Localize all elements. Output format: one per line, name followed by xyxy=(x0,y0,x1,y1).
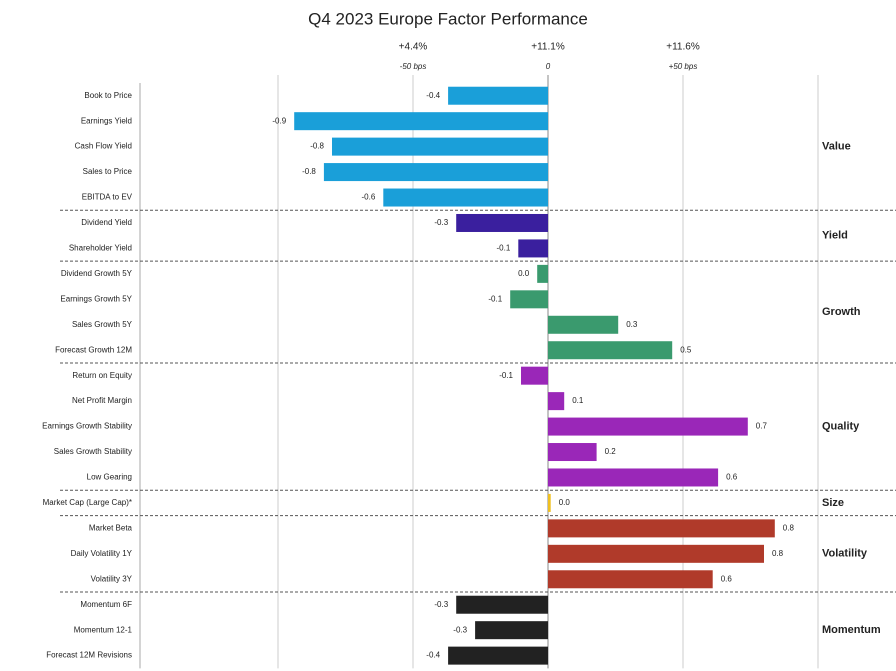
value-label: -0.9 xyxy=(272,116,286,125)
row-label: Forecast Growth 12M xyxy=(55,345,132,354)
bar xyxy=(294,112,548,131)
bar xyxy=(548,392,565,411)
bar xyxy=(548,570,713,589)
value-label: -0.6 xyxy=(362,193,376,202)
x-tick-label: +50 bps xyxy=(669,62,698,71)
bar xyxy=(456,595,548,614)
row-label: Sales to Price xyxy=(83,167,133,176)
bar xyxy=(548,493,551,512)
value-label: -0.3 xyxy=(453,625,467,634)
value-label: 0.2 xyxy=(605,447,617,456)
bar xyxy=(332,137,548,156)
bar xyxy=(548,519,775,538)
bar xyxy=(521,366,548,385)
value-label: 0.1 xyxy=(572,396,584,405)
bar xyxy=(548,341,673,360)
bar xyxy=(548,315,619,334)
row-label: Volatility 3Y xyxy=(91,574,133,583)
row-label: Daily Volatility 1Y xyxy=(71,549,133,558)
value-label: 0.3 xyxy=(626,320,638,329)
x-tick-label: 0 xyxy=(546,62,551,71)
bar xyxy=(448,86,548,105)
row-label: Market Cap (Large Cap)* xyxy=(43,498,132,507)
row-label: Sales Growth Stability xyxy=(54,447,132,456)
value-label: 0.8 xyxy=(783,523,795,532)
top-label: +4.4% xyxy=(399,42,428,53)
bar xyxy=(510,290,548,309)
value-label: -0.1 xyxy=(497,244,511,253)
bar xyxy=(323,163,548,182)
group-label: Value xyxy=(822,141,851,153)
row-label: Earnings Growth 5Y xyxy=(60,294,132,303)
top-label: +11.1% xyxy=(531,42,565,53)
value-label: -0.1 xyxy=(488,294,502,303)
row-label: Earnings Yield xyxy=(81,116,132,125)
row-label: EBITDA to EV xyxy=(82,193,133,202)
value-label: 0.0 xyxy=(559,498,571,507)
bar xyxy=(448,646,548,665)
row-label: Book to Price xyxy=(84,91,132,100)
bar xyxy=(548,417,748,436)
row-label: Momentum 12-1 xyxy=(74,625,133,634)
row-label: Return on Equity xyxy=(72,371,132,380)
group-label: Momentum xyxy=(822,624,881,636)
value-label: 0.5 xyxy=(680,345,692,354)
value-label: -0.8 xyxy=(302,167,316,176)
bar xyxy=(475,621,548,640)
group-label: Yield xyxy=(822,230,848,242)
value-label: 0.6 xyxy=(721,574,733,583)
row-label: Market Beta xyxy=(89,523,133,532)
group-label: Quality xyxy=(822,420,860,432)
chart-title: Q4 2023 Europe Factor Performance xyxy=(308,9,588,28)
value-label: -0.4 xyxy=(426,91,440,100)
value-label: 0.7 xyxy=(756,422,768,431)
row-label: Low Gearing xyxy=(87,473,132,482)
row-label: Earnings Growth Stability xyxy=(42,422,132,431)
row-label: Dividend Growth 5Y xyxy=(61,269,133,278)
value-label: 0.0 xyxy=(518,269,530,278)
value-label: 0.6 xyxy=(726,473,738,482)
row-label: Cash Flow Yield xyxy=(75,142,132,151)
value-label: 0.8 xyxy=(772,549,784,558)
bar xyxy=(537,264,548,283)
bar xyxy=(548,443,597,462)
bar xyxy=(383,188,548,207)
group-label: Size xyxy=(822,497,844,509)
row-label: Forecast 12M Revisions xyxy=(46,651,132,660)
group-label: Volatility xyxy=(822,548,868,560)
value-label: -0.8 xyxy=(310,142,324,151)
bar xyxy=(456,213,548,232)
bar xyxy=(548,544,764,563)
row-label: Dividend Yield xyxy=(81,218,132,227)
row-label: Momentum 6F xyxy=(80,600,132,609)
group-label: Growth xyxy=(822,306,861,318)
x-tick-label: -50 bps xyxy=(400,62,427,71)
row-label: Sales Growth 5Y xyxy=(72,320,133,329)
value-label: -0.3 xyxy=(434,218,448,227)
bar xyxy=(548,468,719,487)
value-label: -0.3 xyxy=(434,600,448,609)
value-label: -0.4 xyxy=(426,651,440,660)
top-label: +11.6% xyxy=(666,42,700,53)
row-label: Net Profit Margin xyxy=(72,396,132,405)
row-label: Shareholder Yield xyxy=(69,244,132,253)
value-label: -0.1 xyxy=(499,371,513,380)
bar xyxy=(518,239,548,258)
